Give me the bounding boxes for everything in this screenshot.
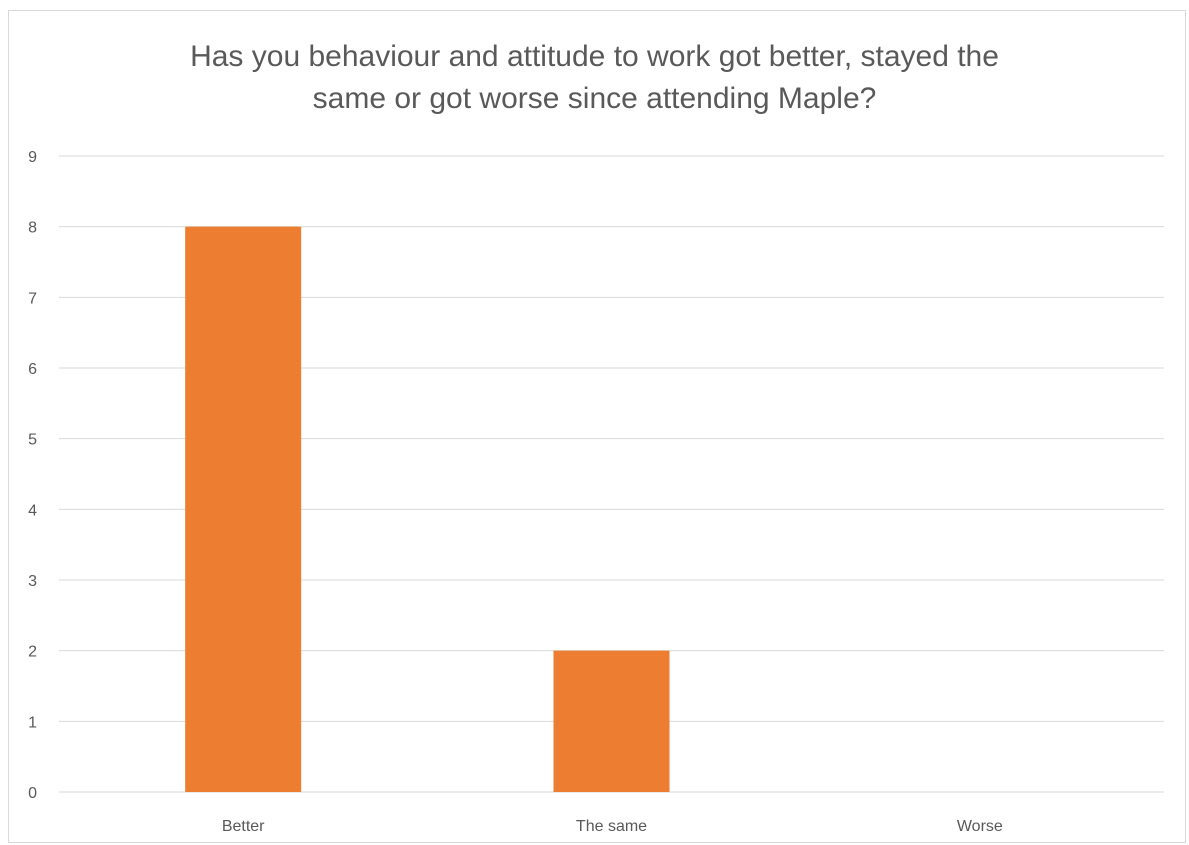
y-tick-label: 6 [28, 361, 37, 378]
x-tick-label: The same [576, 818, 647, 835]
x-tick-label: Worse [957, 818, 1003, 835]
chart-title: Has you behaviour and attitude to work g… [0, 36, 1189, 120]
y-axis-ticks: 0 1 2 3 4 5 6 7 8 9 [28, 149, 37, 802]
y-tick-label: 1 [28, 714, 37, 731]
chart-title-line-1: Has you behaviour and attitude to work g… [190, 40, 999, 73]
y-tick-label: 0 [28, 785, 37, 802]
bar [553, 650, 670, 792]
y-tick-label: 3 [28, 573, 37, 590]
y-tick-label: 9 [28, 149, 37, 166]
bars [185, 226, 670, 792]
bar [185, 226, 302, 792]
y-tick-label: 8 [28, 220, 37, 237]
x-tick-label: Better [222, 818, 265, 835]
chart-title-line-2: same or got worse since attending Maple? [312, 82, 877, 115]
y-tick-label: 7 [28, 290, 37, 307]
x-axis-ticks: Better The same Worse [222, 818, 1003, 835]
y-tick-label: 2 [28, 644, 37, 661]
y-tick-label: 4 [28, 502, 37, 519]
y-tick-label: 5 [28, 432, 37, 449]
